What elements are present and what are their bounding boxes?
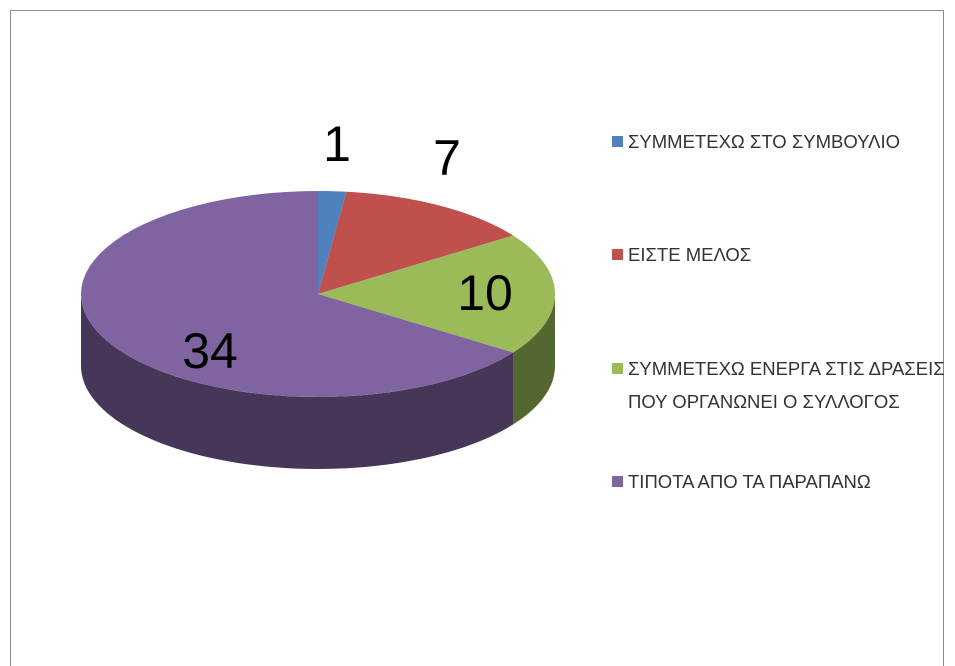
data-label: 34 <box>182 323 238 379</box>
legend-swatch <box>612 363 623 374</box>
data-label: 10 <box>457 265 513 321</box>
legend-item: ΤΙΠΟΤΑ ΑΠΟ ΤΑ ΠΑΡΑΠΑΝΩ <box>612 465 955 498</box>
pie-slice-side <box>81 294 514 469</box>
pie-slice <box>318 235 555 353</box>
pie-slice <box>318 191 514 294</box>
data-label: 1 <box>323 116 351 172</box>
legend-swatch <box>612 476 623 487</box>
legend-label: ΤΙΠΟΤΑ ΑΠΟ ΤΑ ΠΑΡΑΠΑΝΩ <box>628 471 871 492</box>
legend-item: ΣΥΜΜΕΤΕΧΩ ΣΤΟ ΣΥΜΒΟΥΛΙΟ <box>612 125 955 158</box>
pie-slice <box>81 191 514 397</box>
chart-frame <box>10 10 944 666</box>
legend-item: ΣΥΜΜΕΤΕΧΩ ΕΝΕΡΓΑ ΣΤΙΣ ΔΡΑΣΕΙΣ ΠΟΥ ΟΡΓΑΝΩ… <box>612 352 955 418</box>
data-label: 7 <box>433 130 461 186</box>
legend-item: ΕΙΣΤΕ ΜΕΛΟΣ <box>612 238 955 271</box>
legend-swatch <box>612 249 623 260</box>
legend-label: ΕΙΣΤΕ ΜΕΛΟΣ <box>628 244 752 265</box>
legend-swatch <box>612 136 623 147</box>
legend-label: ΣΥΜΜΕΤΕΧΩ ΣΤΟ ΣΥΜΒΟΥΛΙΟ <box>628 131 900 152</box>
pie-slice-side <box>513 294 555 425</box>
legend-label: ΣΥΜΜΕΤΕΧΩ ΕΝΕΡΓΑ ΣΤΙΣ ΔΡΑΣΕΙΣ ΠΟΥ ΟΡΓΑΝΩ… <box>628 358 945 412</box>
pie-slice <box>318 191 347 294</box>
